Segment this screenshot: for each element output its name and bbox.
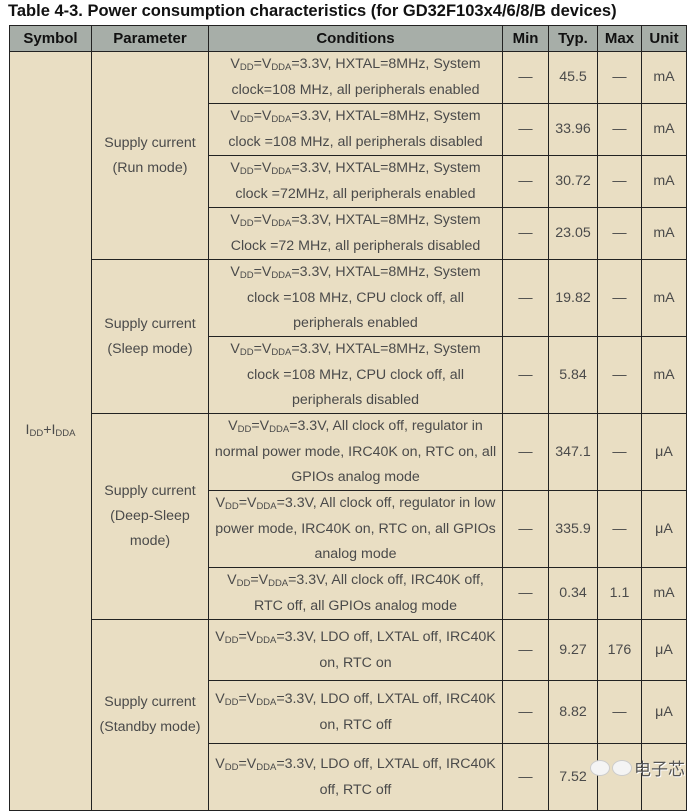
conditions-cell: VDD=VDDA=3.3V, HXTAL=8MHz, System clock …	[208, 155, 503, 208]
conditions-cell: VDD=VDDA=3.3V, LDO off, LXTAL off, IRC40…	[208, 680, 503, 744]
unit-cell: mA	[641, 336, 687, 414]
min-cell: —	[502, 413, 549, 491]
typ-cell: 45.5	[548, 51, 598, 104]
min-cell: —	[502, 51, 549, 104]
table-row: VDD=VDDA=3.3V, HXTAL=8MHz, System clock …	[10, 103, 687, 156]
typ-cell: 335.9	[548, 490, 598, 568]
parameter-cell: Supply current (Standby mode)	[91, 619, 209, 811]
max-cell: —	[597, 207, 642, 260]
conditions-cell: VDD=VDDA=3.3V, HXTAL=8MHz, System clock=…	[208, 51, 503, 104]
conditions-cell: VDD=VDDA=3.3V, LDO off, LXTAL off, IRC40…	[208, 743, 503, 811]
max-cell: —	[597, 336, 642, 414]
parameter-cell: Supply current (Sleep mode)	[91, 259, 209, 414]
header-row: Symbol Parameter Conditions Min Typ. Max Unit	[9, 25, 687, 52]
max-cell: —	[597, 413, 642, 491]
typ-cell: 23.05	[548, 207, 598, 260]
parameter-cell: Supply current (Run mode)	[91, 51, 209, 260]
column-header: Conditions	[208, 25, 503, 52]
conditions-cell: VDD=VDDA=3.3V, HXTAL=8MHz, System clock …	[208, 259, 503, 337]
table-row: VDD=VDDA=3.3V, HXTAL=8MHz, System Clock …	[10, 207, 687, 260]
conditions-cell: VDD=VDDA=3.3V, LDO off, LXTAL off, IRC40…	[208, 619, 503, 681]
conditions-cell: VDD=VDDA=3.3V, All clock off, regulator …	[208, 413, 503, 491]
typ-cell: 33.96	[548, 103, 598, 156]
conditions-cell: VDD=VDDA=3.3V, All clock off, regulator …	[208, 490, 503, 568]
unit-cell: μA	[641, 680, 687, 744]
min-cell: —	[502, 743, 549, 811]
typ-cell: 0.34	[548, 567, 598, 620]
max-cell: 176	[597, 619, 642, 681]
power-consumption-table: Symbol Parameter Conditions Min Typ. Max Unit …	[9, 25, 687, 811]
column-header: Min	[502, 25, 549, 52]
min-cell: —	[502, 259, 549, 337]
wechat-icon	[590, 759, 610, 776]
table-row: Supply current (Deep-Sleep mode) VDD=VDDA…	[10, 413, 687, 620]
table-row: Supply current (Sleep mode) VDD=VDDA=3.3V…	[10, 259, 687, 414]
table-row: VDD=VDDA=3.3V, All clock off, regulator …	[10, 490, 687, 568]
column-header: Symbol	[9, 25, 92, 52]
max-cell: —	[597, 51, 642, 104]
table-title: Table 4-3. Power consumption characteris…	[8, 2, 617, 20]
unit-cell: mA	[641, 567, 687, 620]
min-cell: —	[502, 680, 549, 744]
table-row: IDD+IDDA Supply current (Run mode) VDD=VDD…	[9, 51, 687, 811]
column-header: Parameter	[91, 25, 209, 52]
wechat-icon	[612, 759, 632, 776]
typ-cell: 30.72	[548, 155, 598, 208]
max-cell: —	[597, 155, 642, 208]
max-cell: —	[597, 490, 642, 568]
conditions-cell: VDD=VDDA=3.3V, HXTAL=8MHz, System clock …	[208, 336, 503, 414]
table-row: VDD=VDDA=3.3V, All clock off, IRC40K off…	[10, 567, 687, 620]
column-header: Typ.	[548, 25, 598, 52]
typ-cell: 8.82	[548, 680, 598, 744]
min-cell: —	[502, 103, 549, 156]
min-cell: —	[502, 336, 549, 414]
watermark-text: 电子芯	[634, 760, 685, 779]
unit-cell: mA	[641, 103, 687, 156]
typ-cell: 5.84	[548, 336, 598, 414]
typ-cell: 19.82	[548, 259, 598, 337]
unit-cell: μA	[641, 490, 687, 568]
typ-cell: 9.27	[548, 619, 598, 681]
min-cell: —	[502, 490, 549, 568]
min-cell: —	[502, 567, 549, 620]
min-cell: —	[502, 619, 549, 681]
parameter-cell: Supply current (Deep-Sleep mode)	[91, 413, 209, 620]
max-cell: 1.1	[597, 567, 642, 620]
unit-cell: μA	[641, 413, 687, 491]
table-row: VDD=VDDA=3.3V, HXTAL=8MHz, System clock …	[10, 155, 687, 208]
max-cell: —	[597, 103, 642, 156]
conditions-cell: VDD=VDDA=3.3V, HXTAL=8MHz, System clock …	[208, 103, 503, 156]
conditions-cell: VDD=VDDA=3.3V, All clock off, IRC40K off…	[208, 567, 503, 620]
typ-cell: 347.1	[548, 413, 598, 491]
min-cell: —	[502, 155, 549, 208]
conditions-cell: VDD=VDDA=3.3V, HXTAL=8MHz, System Clock …	[208, 207, 503, 260]
column-header: Unit	[641, 25, 687, 52]
unit-cell: mA	[641, 155, 687, 208]
unit-cell: mA	[641, 51, 687, 104]
unit-cell: mA	[641, 207, 687, 260]
watermark: 电子芯	[590, 755, 685, 780]
max-cell: —	[597, 259, 642, 337]
column-header: Max	[597, 25, 642, 52]
symbol-cell: IDD+IDDA	[9, 51, 92, 811]
table-row: Supply current (Standby mode) VDD=VDDA=3.…	[10, 619, 687, 811]
table-row: VDD=VDDA=3.3V, HXTAL=8MHz, System clock …	[10, 336, 687, 414]
max-cell: —	[597, 680, 642, 744]
unit-cell: mA	[641, 259, 687, 337]
min-cell: —	[502, 207, 549, 260]
unit-cell: μA	[641, 619, 687, 681]
